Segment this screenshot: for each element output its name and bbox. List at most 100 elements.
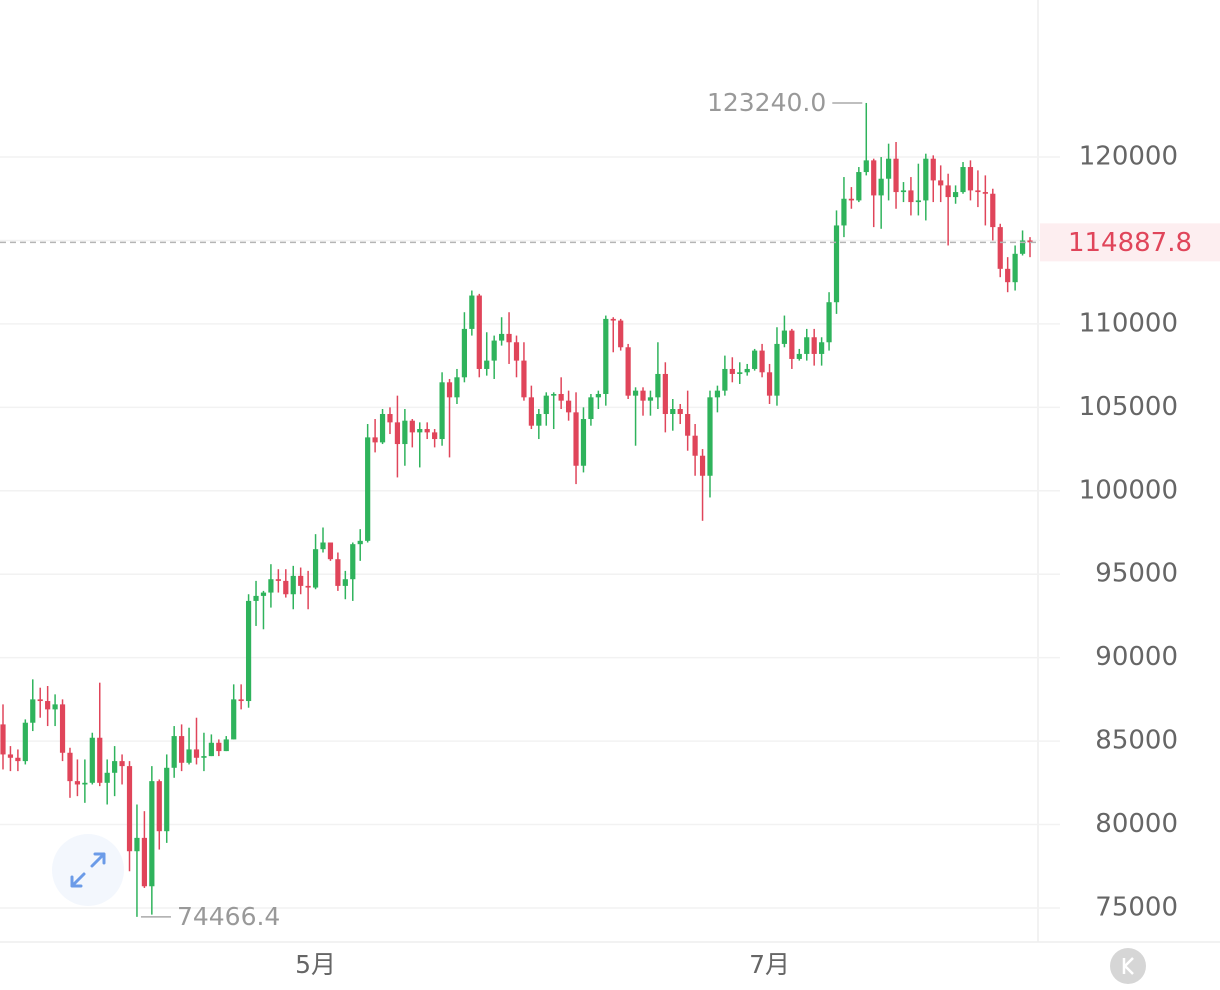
candle-body	[967, 167, 974, 191]
candle-body	[491, 340, 497, 361]
candle-body	[231, 699, 237, 740]
candle-body	[357, 540, 363, 545]
candle-body	[424, 429, 430, 433]
candle-body	[982, 192, 988, 194]
candle-body	[714, 390, 721, 398]
scroll-latest-button[interactable]	[1110, 948, 1146, 984]
y-tick-label: 90000	[1095, 642, 1178, 672]
candle-body	[74, 781, 81, 785]
candle-body	[565, 400, 572, 413]
candle-body	[506, 333, 512, 343]
candle-body	[878, 178, 884, 196]
y-tick-label: 95000	[1095, 559, 1178, 589]
current-price-label: 114887.8	[1068, 228, 1192, 258]
candle-body	[677, 409, 683, 415]
candle-body	[164, 767, 170, 832]
candle-body	[908, 190, 914, 203]
candle-body	[350, 544, 356, 580]
candle-body	[923, 158, 929, 201]
candle-body	[186, 749, 192, 763]
candle-body	[126, 766, 133, 852]
candle-body	[484, 360, 490, 369]
candle-body	[327, 542, 334, 560]
candle-body	[15, 757, 21, 762]
candle-body	[811, 337, 817, 354]
candle-body	[1005, 268, 1011, 283]
y-tick-label: 120000	[1079, 142, 1178, 172]
y-tick-label: 85000	[1095, 726, 1178, 756]
candle-body	[22, 722, 28, 762]
candle-body	[30, 699, 36, 723]
candle-body	[975, 190, 981, 193]
candle-body	[729, 368, 735, 374]
candle-body	[394, 422, 401, 445]
y-tick-label: 110000	[1079, 308, 1178, 338]
candle-body	[603, 318, 609, 394]
candle-body	[618, 320, 624, 348]
candle-body	[149, 781, 155, 887]
candle-body	[595, 393, 601, 398]
candle-body	[796, 353, 802, 359]
candle-body	[551, 393, 557, 396]
candle-body	[536, 414, 542, 426]
overlay: 123240.0 74466.4 114887.8	[0, 88, 1220, 931]
candle-body	[886, 158, 892, 179]
candle-body	[938, 180, 944, 186]
candle-body	[521, 360, 527, 398]
candle-body	[335, 559, 341, 586]
candle-body	[320, 542, 326, 550]
candle-body	[193, 749, 200, 758]
candle-body	[670, 409, 676, 415]
candle-body	[752, 350, 758, 369]
candle-body	[104, 772, 110, 783]
candle-body	[67, 752, 73, 782]
candle-body	[89, 737, 95, 783]
candle-body	[1012, 253, 1018, 283]
y-tick-label: 75000	[1095, 892, 1178, 922]
candle-body	[699, 455, 706, 476]
candle-body	[260, 592, 267, 596]
candle-body	[201, 756, 207, 758]
candle-body	[134, 837, 140, 852]
candle-body	[915, 200, 921, 203]
candle-body	[305, 585, 311, 588]
y-tick-label: 100000	[1079, 475, 1178, 505]
candle-body	[409, 420, 415, 433]
candle-body	[647, 397, 654, 401]
candle-body	[640, 390, 646, 401]
candle-body	[171, 736, 177, 768]
candle-body	[1027, 240, 1033, 243]
expand-button[interactable]	[52, 834, 124, 906]
candle-body	[268, 579, 274, 593]
candle-body	[365, 437, 371, 541]
candle-body	[856, 172, 862, 201]
candle-body	[707, 397, 713, 476]
candle-body	[930, 158, 936, 181]
candle-body	[692, 435, 698, 456]
candle-body	[283, 580, 289, 595]
candle-body	[893, 158, 899, 193]
candle-body	[722, 368, 728, 391]
candle-body	[439, 382, 445, 440]
candle-body	[372, 437, 378, 443]
candle-body	[558, 393, 564, 401]
candle-body	[543, 395, 549, 415]
candle-body	[588, 397, 594, 420]
candle-body	[841, 198, 847, 226]
candle-body	[245, 600, 252, 702]
candle-body	[45, 701, 51, 710]
candle-body	[290, 575, 296, 595]
candle-body	[804, 337, 810, 354]
candle-body	[1019, 240, 1026, 254]
candle-body	[662, 373, 668, 415]
candle-body	[774, 343, 780, 396]
candle-body	[82, 782, 88, 785]
candle-body	[781, 330, 788, 344]
candle-body	[685, 414, 691, 436]
candle-body	[238, 699, 244, 702]
candle-body	[863, 160, 869, 173]
candle-body	[499, 333, 505, 341]
candle-body	[0, 724, 6, 755]
candle-body	[37, 699, 43, 702]
